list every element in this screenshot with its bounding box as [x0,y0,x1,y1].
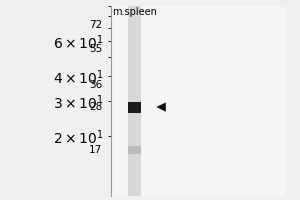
Text: 36: 36 [89,80,102,90]
Text: 17: 17 [89,145,102,155]
Bar [128,6,141,196]
Text: 55: 55 [89,44,102,54]
Text: 28: 28 [89,102,102,112]
Bar [128,102,141,113]
Bar [128,146,141,154]
Text: m.spleen: m.spleen [112,7,157,17]
Text: 72: 72 [89,20,102,30]
Polygon shape [156,102,166,112]
